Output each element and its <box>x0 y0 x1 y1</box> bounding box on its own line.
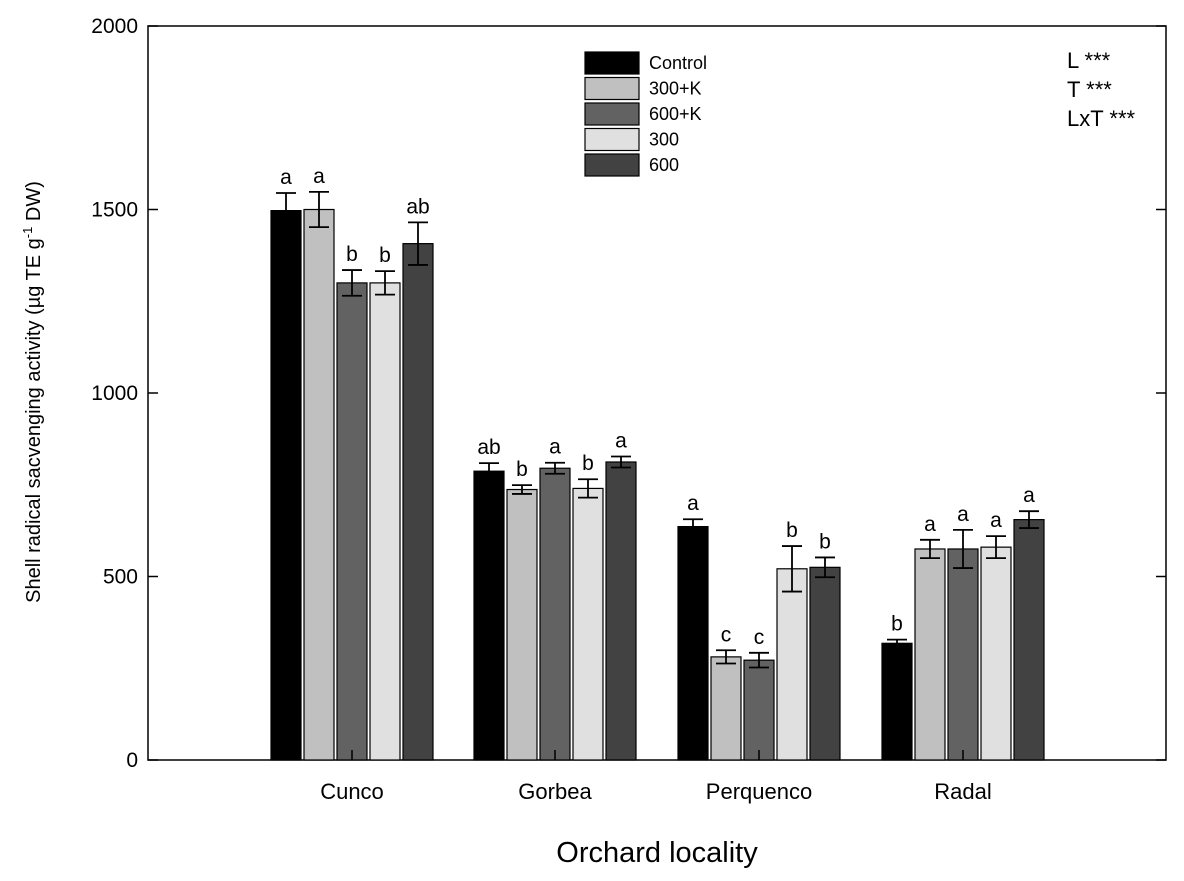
bar <box>776 568 808 761</box>
significance-letter: a <box>924 513 936 536</box>
significance-letter: a <box>990 509 1002 532</box>
legend-label: 600 <box>649 155 679 175</box>
y-axis-title-end: DW) <box>23 181 45 227</box>
bar <box>572 487 604 761</box>
error-bar <box>716 649 736 665</box>
x-axis-title: Orchard locality <box>556 837 758 869</box>
error-bar <box>782 545 802 593</box>
error-bar <box>578 478 598 499</box>
y-tick-label: 2000 <box>91 15 138 38</box>
y-tick-label: 0 <box>126 749 138 772</box>
error-bar <box>683 518 703 535</box>
error-bar <box>986 535 1006 560</box>
bar <box>677 525 709 761</box>
error-bar <box>611 455 631 469</box>
bar <box>506 488 538 761</box>
error-bar <box>887 638 907 648</box>
axes: 0 500 1000 1500 2000 Cunco Gorbea Perquenco Rada… <box>91 15 1166 804</box>
bar <box>710 656 742 761</box>
bar <box>270 210 302 761</box>
legend-swatch <box>584 102 640 126</box>
x-category-label: Gorbea <box>518 779 592 804</box>
bar <box>605 461 637 761</box>
bar <box>743 659 775 761</box>
significance-letter: b <box>346 243 358 266</box>
bar <box>336 282 368 761</box>
significance-letter: b <box>786 519 798 542</box>
legend-swatch <box>584 127 640 152</box>
bar <box>881 642 913 761</box>
legend-label: Control <box>649 53 707 73</box>
error-bar <box>815 556 835 579</box>
significance-letter: a <box>313 165 325 188</box>
y-axis-title-main: Shell radical sacvenging activity (µg TE… <box>23 238 45 603</box>
significance-letter: ab <box>406 195 429 218</box>
bar <box>402 243 434 761</box>
significance-letter: b <box>582 452 594 475</box>
legend-label: 300 <box>649 130 679 150</box>
legend-item: 600 <box>584 153 679 177</box>
stat-annotation: L *** <box>1067 48 1111 73</box>
error-bar <box>375 270 395 296</box>
error-bar <box>953 528 973 569</box>
y-tick-label: 1500 <box>91 199 138 222</box>
x-category-label: Radal <box>934 779 991 804</box>
error-bar <box>408 221 428 266</box>
bar <box>303 208 335 761</box>
stat-annotation: LxT *** <box>1067 106 1136 131</box>
significance-letter: a <box>549 436 561 459</box>
legend-item: 300 <box>584 127 679 152</box>
error-bar <box>479 462 499 481</box>
significance-letter: c <box>754 626 765 649</box>
error-bar <box>309 190 329 229</box>
significance-letter: c <box>721 623 732 646</box>
bar <box>914 548 946 761</box>
significance-letter: a <box>957 503 969 526</box>
bar <box>1013 519 1045 761</box>
bar <box>539 467 571 761</box>
bar <box>947 548 979 761</box>
legend-swatch <box>584 153 640 177</box>
significance-letter: b <box>891 613 903 636</box>
legend-swatch <box>584 51 640 75</box>
legend-item: 600+K <box>584 102 702 126</box>
stat-annotation: T *** <box>1067 77 1112 102</box>
significance-letter: a <box>1023 484 1035 507</box>
legend-swatch <box>584 76 640 101</box>
error-bar <box>342 269 362 297</box>
x-category-label: Perquenco <box>706 779 812 804</box>
bar <box>980 546 1012 761</box>
error-bar <box>1019 510 1039 529</box>
significance-letter: b <box>379 244 391 267</box>
bar <box>369 282 401 761</box>
significance-letter: a <box>687 492 699 515</box>
significance-letter: a <box>615 429 627 452</box>
bar <box>809 566 841 761</box>
significance-letter: b <box>819 530 831 553</box>
legend-item: 300+K <box>584 76 702 101</box>
legend-item: Control <box>584 51 707 75</box>
legend-label: 600+K <box>649 104 702 124</box>
y-axis-title: Shell radical sacvenging activity (µg TE… <box>20 181 45 603</box>
legend-label: 300+K <box>649 79 702 99</box>
y-axis-title-superscript: -1 <box>20 227 35 239</box>
error-bar <box>545 461 565 475</box>
error-bar <box>276 192 296 230</box>
error-bar <box>749 651 769 669</box>
error-bar <box>920 538 940 560</box>
y-tick-label: 1000 <box>91 382 138 405</box>
legend: Control 300+K 600+K 300 600 <box>584 51 707 177</box>
significance-letter: ab <box>477 436 500 459</box>
bar <box>473 470 505 761</box>
stat-annotations: L *** T *** LxT *** <box>1067 48 1136 131</box>
x-category-label: Cunco <box>320 779 384 804</box>
significance-letter: a <box>280 166 292 189</box>
significance-letter: b <box>516 458 528 481</box>
y-tick-label: 500 <box>103 566 138 589</box>
error-bar <box>512 484 532 495</box>
